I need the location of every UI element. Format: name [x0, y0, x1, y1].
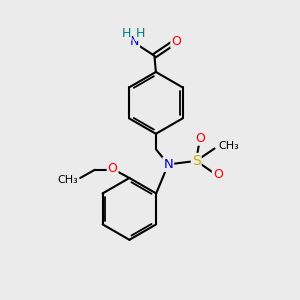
Text: O: O	[195, 132, 205, 145]
Text: H: H	[122, 27, 131, 40]
Text: O: O	[213, 168, 223, 181]
Text: O: O	[108, 162, 118, 175]
Text: O: O	[171, 34, 181, 48]
Text: N: N	[130, 34, 139, 48]
Text: S: S	[192, 154, 201, 168]
Text: CH₃: CH₃	[57, 175, 78, 185]
Text: H: H	[136, 27, 145, 40]
Text: CH₃: CH₃	[218, 141, 239, 151]
Text: N: N	[164, 158, 173, 171]
